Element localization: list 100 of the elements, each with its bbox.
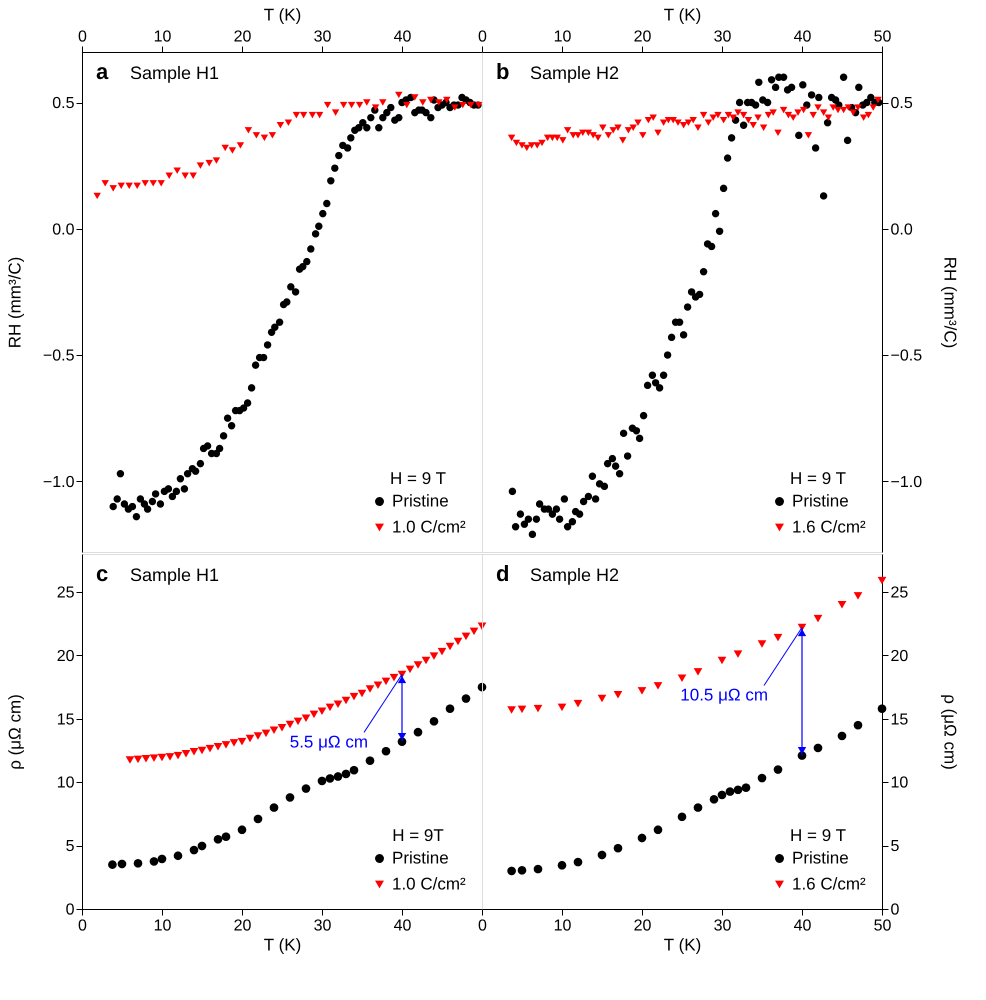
y-axis-title: ρ (μΩ cm) xyxy=(6,694,24,770)
point xyxy=(221,144,229,152)
point xyxy=(270,803,278,812)
point xyxy=(294,718,302,726)
point xyxy=(262,730,270,738)
point xyxy=(302,714,310,722)
x-tick-label: 40 xyxy=(794,28,812,46)
point xyxy=(678,674,686,682)
point xyxy=(165,172,173,179)
y-tick-label: 0 xyxy=(66,902,75,918)
point xyxy=(212,157,220,164)
point xyxy=(118,860,126,868)
point xyxy=(222,832,230,842)
point xyxy=(126,756,134,764)
point xyxy=(108,860,117,869)
point xyxy=(446,704,454,713)
point xyxy=(382,746,390,756)
x-tick-label: 20 xyxy=(234,918,252,934)
point xyxy=(182,750,190,758)
point xyxy=(694,803,702,812)
point xyxy=(174,752,182,760)
legend-label: 1.6 C/cm² xyxy=(792,874,866,894)
annotation: a xyxy=(96,59,109,84)
point xyxy=(507,706,516,714)
point xyxy=(101,180,109,187)
point xyxy=(142,755,150,763)
point xyxy=(174,851,182,860)
annotation: Sample H1 xyxy=(130,565,220,585)
point xyxy=(222,741,230,749)
annotation: b xyxy=(496,59,510,84)
x-tick-label: 20 xyxy=(634,918,652,934)
point xyxy=(390,674,398,682)
point xyxy=(93,192,101,200)
point xyxy=(411,94,419,101)
legend-title: H = 9 T xyxy=(790,826,846,845)
x-tick-label: 40 xyxy=(394,918,412,934)
point xyxy=(614,844,622,852)
point xyxy=(157,180,165,187)
annotation: Sample H1 xyxy=(130,63,220,83)
point xyxy=(134,859,142,868)
y-axis-title: RH (mm³/C) xyxy=(6,256,24,348)
point xyxy=(710,795,718,804)
point xyxy=(758,774,766,782)
point xyxy=(189,172,197,179)
x-tick-label: 50 xyxy=(874,918,892,934)
x-axis-title: T (K) xyxy=(664,936,702,954)
x-tick-label: 20 xyxy=(634,28,652,46)
legend-label: Pristine xyxy=(392,492,449,510)
point xyxy=(406,666,414,674)
x-tick-label: 40 xyxy=(794,918,812,934)
point xyxy=(734,650,742,658)
point xyxy=(430,652,438,660)
point xyxy=(260,134,268,142)
point xyxy=(270,726,278,734)
annotation: 10.5 μΩ cm xyxy=(680,686,768,705)
point xyxy=(181,172,189,179)
point xyxy=(109,185,117,192)
legend-label: Pristine xyxy=(792,492,849,510)
point xyxy=(316,112,324,118)
y-tick-label: 0.0 xyxy=(52,221,75,238)
point xyxy=(133,182,141,190)
x-axis-title: T (K) xyxy=(664,6,702,24)
point xyxy=(350,692,358,700)
point xyxy=(206,744,214,752)
x-tick-label: 30 xyxy=(714,918,732,934)
point xyxy=(718,656,726,664)
x-tick-label: 30 xyxy=(714,28,732,46)
point xyxy=(467,102,475,108)
annotation: Sample H2 xyxy=(530,63,620,83)
point xyxy=(196,162,204,169)
point xyxy=(518,866,526,875)
legend-label: 1.0 C/cm² xyxy=(392,874,466,894)
x-tick-label: 0 xyxy=(78,918,88,934)
point xyxy=(324,102,332,108)
point xyxy=(198,746,206,754)
point xyxy=(758,640,766,648)
point xyxy=(310,710,318,718)
point xyxy=(454,638,462,646)
point xyxy=(286,793,294,802)
point xyxy=(158,854,166,864)
annotation: c xyxy=(96,561,108,586)
point xyxy=(292,112,300,118)
point xyxy=(276,122,284,128)
x-tick-label: 0 xyxy=(478,918,488,934)
y-tick-label: 5 xyxy=(890,838,900,856)
y-tick-label: 10 xyxy=(890,774,908,792)
point xyxy=(334,772,342,781)
point xyxy=(598,694,606,702)
point xyxy=(205,160,213,166)
point xyxy=(419,99,427,106)
y-tick-label: 15 xyxy=(890,711,908,728)
point xyxy=(356,102,364,108)
legend-label: Pristine xyxy=(392,848,449,868)
y-tick-label: −0.5 xyxy=(42,348,75,365)
x-tick-label: 0 xyxy=(78,28,88,46)
point xyxy=(726,787,734,796)
point xyxy=(854,592,862,600)
point xyxy=(363,99,371,106)
point xyxy=(254,732,262,740)
x-tick-label: 0 xyxy=(478,28,488,46)
